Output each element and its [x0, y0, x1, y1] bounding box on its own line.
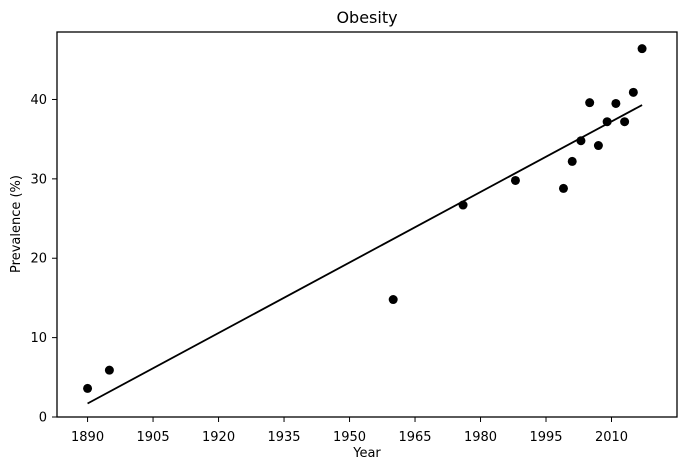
data-point — [602, 117, 612, 127]
data-point — [593, 141, 603, 151]
x-tick-label: 1995 — [529, 430, 562, 445]
y-tick-label: 30 — [30, 172, 47, 187]
data-point — [628, 87, 638, 97]
x-tick-label: 2010 — [595, 430, 628, 445]
y-axis: 0 10 20 30 40 — [30, 93, 57, 426]
data-point — [388, 295, 398, 305]
data-point — [576, 136, 586, 146]
x-tick-label: 1920 — [202, 430, 235, 445]
x-tick-label: 1950 — [333, 430, 366, 445]
x-axis-label: Year — [352, 446, 381, 461]
data-point — [510, 175, 520, 185]
data-point — [104, 365, 114, 375]
data-point — [558, 183, 568, 193]
plot-frame — [56, 31, 678, 418]
data-point — [637, 44, 647, 54]
data-point — [567, 156, 577, 166]
x-axis: 1890 1905 1920 1935 1950 1965 1980 1995 2010 — [71, 417, 628, 445]
data-point — [585, 98, 595, 108]
y-tick-label: 0 — [39, 411, 47, 426]
x-tick-label: 1890 — [71, 430, 104, 445]
y-tick-label: 40 — [30, 93, 47, 108]
data-point — [620, 117, 630, 127]
x-tick-label: 1965 — [398, 430, 431, 445]
x-tick-label: 1935 — [267, 430, 300, 445]
y-tick-label: 20 — [30, 252, 47, 267]
data-point — [83, 383, 93, 393]
data-point — [458, 200, 468, 210]
data-point — [611, 98, 621, 108]
x-tick-label: 1905 — [137, 430, 170, 445]
chart-title: Obesity — [336, 8, 397, 27]
plot-area — [83, 44, 647, 405]
x-tick-label: 1980 — [464, 430, 497, 445]
y-axis-label: Prevalence (%) — [9, 175, 24, 273]
trend-line — [87, 104, 643, 405]
y-tick-label: 10 — [30, 331, 47, 346]
